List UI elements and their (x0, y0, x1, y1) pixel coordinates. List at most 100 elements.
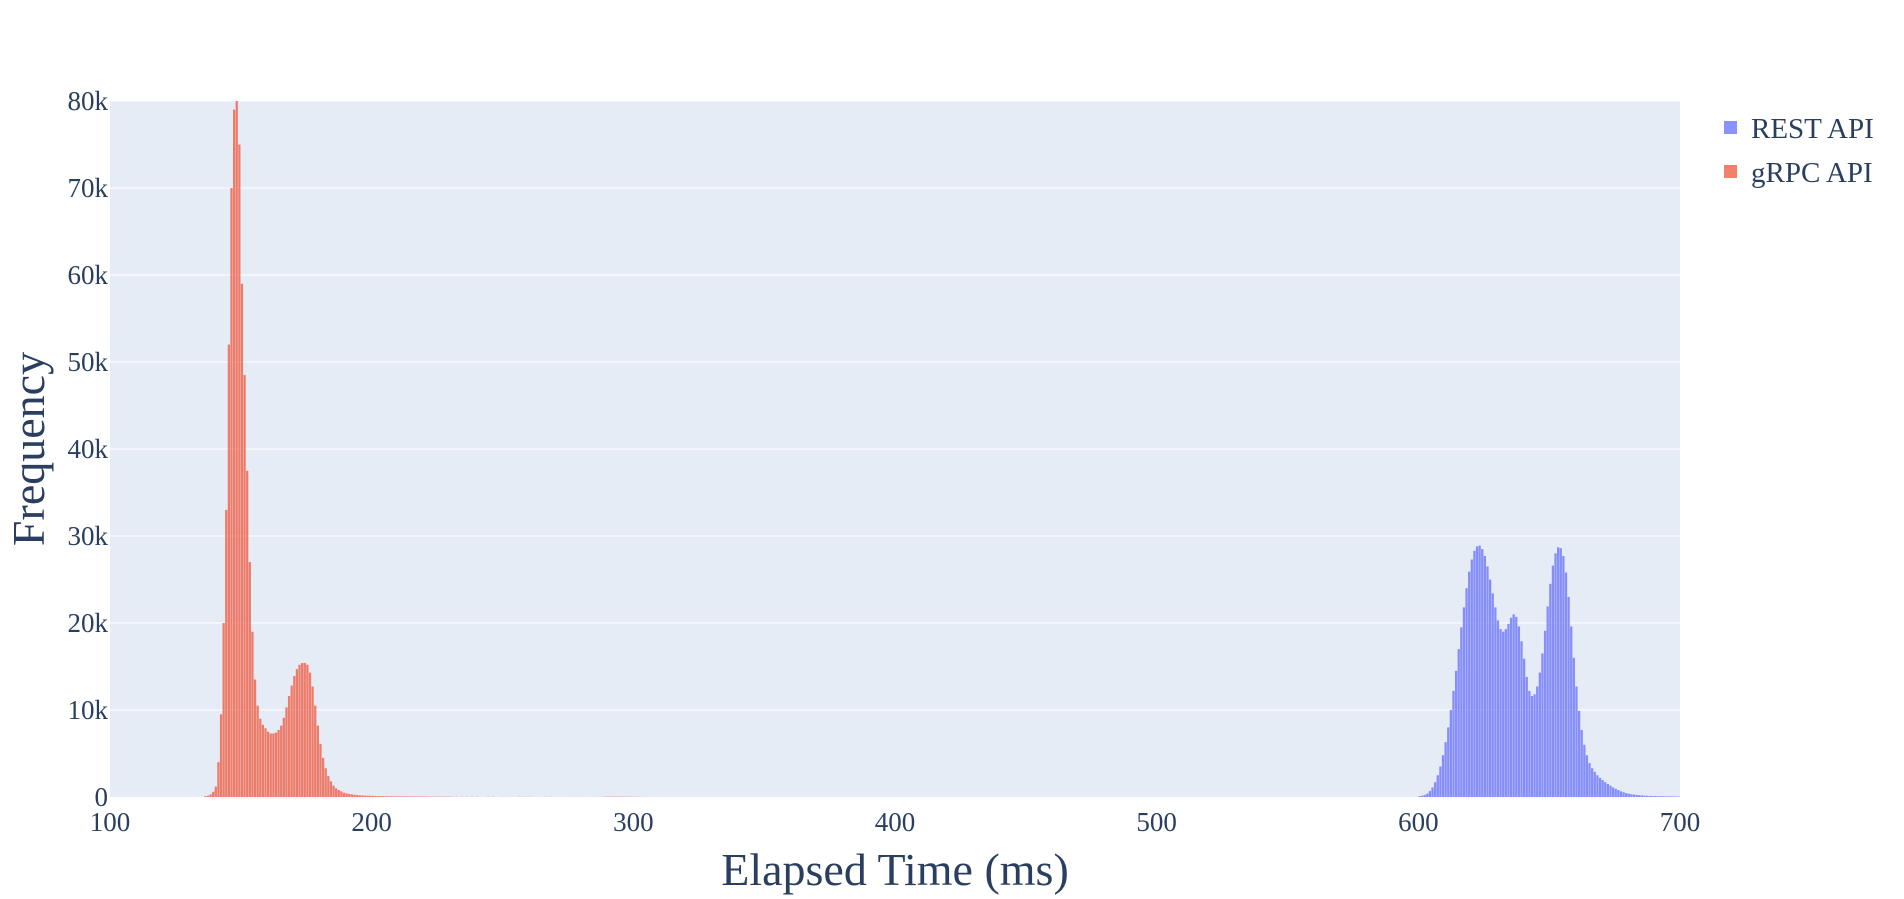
histogram-bar (1572, 657, 1575, 797)
histogram-bar (1449, 710, 1452, 797)
histogram-bar (1614, 788, 1617, 797)
histogram-bar (1462, 607, 1466, 797)
y-tick-label: 60k (68, 260, 109, 290)
histogram-bar (293, 676, 296, 797)
histogram-bar (395, 796, 398, 797)
histogram-bar (1638, 795, 1641, 797)
histogram-bar (1635, 794, 1638, 797)
histogram-bar (1648, 795, 1651, 797)
histogram-bar (337, 790, 340, 797)
y-tick-label: 40k (68, 434, 109, 464)
histogram-bar (1622, 792, 1625, 797)
histogram-bar (389, 796, 393, 797)
histogram-bar (1465, 588, 1468, 797)
histogram-bar (410, 796, 414, 797)
histogram-bar (319, 743, 322, 797)
histogram-bar (280, 725, 283, 797)
histogram-bar (1460, 627, 1463, 797)
histogram-bar (243, 375, 246, 797)
histogram-bar (295, 669, 299, 797)
histogram-bar (408, 796, 411, 797)
histogram-bar (306, 664, 309, 797)
histogram-bar (358, 795, 361, 797)
histogram-bar (1653, 796, 1657, 797)
histogram-bar (267, 731, 270, 797)
histogram-bar (355, 794, 359, 797)
histogram-bar (376, 796, 380, 797)
histogram-bar (1533, 694, 1536, 797)
legend-label: REST API (1751, 113, 1874, 145)
histogram-bar (1515, 616, 1518, 797)
histogram-bar (209, 794, 212, 797)
histogram-bar (1528, 690, 1531, 797)
histogram-bar (282, 717, 285, 797)
histogram-bar (1564, 572, 1568, 797)
histogram-bar (1517, 626, 1521, 797)
histogram-bar (1567, 596, 1570, 797)
histogram-bar (329, 781, 333, 797)
histogram-bar (1452, 690, 1455, 797)
legend-swatch (1724, 165, 1737, 178)
histogram-bar (298, 664, 301, 797)
histogram-bar (384, 796, 388, 797)
histogram-bar (1596, 775, 1599, 797)
x-tick-label: 100 (90, 807, 131, 837)
histogram-bar (382, 796, 385, 797)
y-tick-label: 70k (68, 173, 109, 203)
histogram-bar (204, 796, 207, 797)
y-tick-label: 10k (68, 695, 109, 725)
y-axis-tick-labels: 0 10k 20k 30k 40k 50k 60k 70k 80k (68, 86, 109, 812)
histogram-bar (1494, 607, 1497, 797)
histogram-bar (1617, 790, 1620, 797)
histogram-bar (1640, 795, 1644, 797)
histogram-bar (392, 796, 395, 797)
histogram-bar (1601, 780, 1604, 797)
histogram-bar (235, 101, 238, 797)
y-tick-label: 50k (68, 347, 109, 377)
histogram-bar (1656, 796, 1659, 797)
histogram-bar (361, 795, 364, 797)
histogram-bar (1551, 565, 1555, 797)
histogram-bar (1543, 630, 1547, 797)
histogram-bar (369, 795, 372, 797)
histogram-bar (1470, 559, 1473, 797)
y-tick-label: 0 (95, 782, 109, 812)
histogram-bar (1651, 796, 1654, 797)
histogram-bar (303, 663, 306, 797)
histogram-bar (1439, 766, 1442, 797)
histogram-bar (1583, 744, 1586, 797)
x-tick-label: 700 (1660, 807, 1701, 837)
histogram-bar (311, 686, 314, 797)
legend-swatch (1724, 121, 1737, 134)
x-tick-label: 300 (613, 807, 654, 837)
histogram-bar (1619, 791, 1623, 797)
histogram-bar (222, 623, 225, 797)
histogram-bar (1674, 796, 1678, 797)
histogram-bar (1609, 785, 1612, 797)
histogram-bar (1541, 653, 1544, 797)
legend[interactable]: REST API gRPC API (1724, 113, 1874, 189)
histogram-bar (1661, 796, 1664, 797)
histogram-bar (1447, 727, 1450, 797)
histogram-bar (1575, 686, 1578, 797)
histogram-bar (1593, 771, 1596, 797)
legend-item-1[interactable]: gRPC API (1724, 157, 1873, 189)
histogram-bar (1520, 641, 1523, 797)
histogram-bar (1606, 783, 1609, 797)
histogram-bar (374, 795, 377, 797)
histogram-bar (1591, 768, 1594, 797)
histogram-bar (1632, 794, 1636, 797)
legend-item-0[interactable]: REST API (1724, 113, 1874, 145)
histogram-bar (232, 109, 236, 797)
histogram-bar (285, 707, 288, 797)
histogram-bar (379, 796, 382, 797)
histogram-bar (340, 791, 343, 797)
histogram-bar (397, 796, 401, 797)
y-tick-label: 20k (68, 608, 109, 638)
histogram-bar (1478, 545, 1481, 797)
histogram-bar (272, 733, 275, 797)
histogram-bar (1562, 556, 1565, 797)
histogram-bar (240, 283, 244, 797)
histogram-bar (366, 795, 369, 797)
histogram-bars (204, 101, 1680, 797)
